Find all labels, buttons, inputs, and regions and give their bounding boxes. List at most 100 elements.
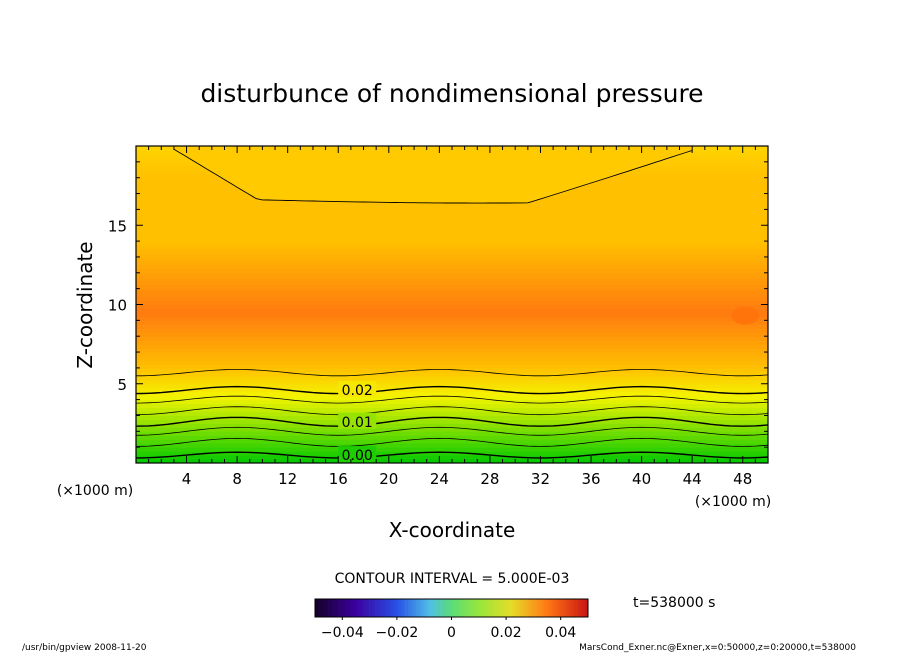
x-tick-label: 44 <box>683 470 702 488</box>
colorbar-strip <box>563 599 567 617</box>
colorbar-ticks: −0.04 −0.02 0 0.02 0.04 <box>321 617 576 641</box>
x-tick-label: 8 <box>232 470 242 488</box>
colorbar-strip <box>342 599 346 617</box>
fill-band <box>136 352 768 357</box>
colorbar-strip <box>533 599 537 617</box>
colorbar-strip <box>424 599 428 617</box>
colorbar-strip <box>517 599 521 617</box>
colorbar-strip <box>579 599 583 617</box>
contour-label: 0.01 <box>342 415 373 431</box>
colorbar-strip <box>459 599 463 617</box>
colorbar-tick-label: 0.02 <box>491 625 522 641</box>
colorbar-strip <box>552 599 556 617</box>
colorbar-strip <box>560 599 564 617</box>
upper-cap-region <box>173 146 693 204</box>
fill-band <box>136 320 768 325</box>
fill-band <box>136 249 768 254</box>
colorbar-strip <box>345 599 349 617</box>
colorbar-strip <box>577 599 581 617</box>
colorbar-strip <box>315 599 319 617</box>
colorbar-strip <box>473 599 477 617</box>
colorbar-strip <box>506 599 510 617</box>
colorbar-strip <box>380 599 384 617</box>
fill-band <box>136 375 768 381</box>
fill-band <box>136 280 768 286</box>
x-tick-label: 36 <box>581 470 600 488</box>
colorbar-strip <box>503 599 507 617</box>
time-label: t=538000 s <box>633 595 715 611</box>
colorbar-strip <box>456 599 460 617</box>
fill-band <box>136 435 768 440</box>
colorbar-strip <box>549 599 553 617</box>
fill-band <box>136 407 768 413</box>
fill-band <box>136 264 768 270</box>
colorbar-tick-label: −0.04 <box>321 625 364 641</box>
colorbar-strip <box>407 599 411 617</box>
colorbar-strip <box>418 599 422 617</box>
fill-band <box>136 304 768 310</box>
contour-lines <box>136 148 768 459</box>
colorbar-strip <box>339 599 343 617</box>
fill-band <box>136 296 768 302</box>
colorbar-strip <box>358 599 362 617</box>
colorbar-strip <box>486 599 491 617</box>
fill-band <box>136 233 768 238</box>
colorbar-strip <box>432 599 436 617</box>
colorbar-tick-label: −0.02 <box>375 625 418 641</box>
fill-band <box>136 427 768 432</box>
fill-band <box>136 399 768 405</box>
fill-band <box>136 201 768 207</box>
colorbar-strip <box>530 599 534 617</box>
colorbar-strip <box>511 599 515 617</box>
colorbar-strip <box>364 599 368 617</box>
fill-band <box>136 411 768 417</box>
contour-line <box>136 451 768 459</box>
fill-band <box>136 423 768 428</box>
colorbar-strip <box>568 599 572 617</box>
colorbar-strip <box>369 599 373 617</box>
fill-band <box>136 431 768 436</box>
fill-band <box>136 205 768 210</box>
colorbar-strip <box>385 599 390 617</box>
fill-band <box>136 312 768 317</box>
colorbar-strip <box>476 599 480 617</box>
fill-band <box>136 316 768 321</box>
fill-band <box>136 371 768 377</box>
fill-band <box>136 359 768 365</box>
x-tick-label: 48 <box>733 470 752 488</box>
fill-band <box>136 367 768 373</box>
colorbar-strip <box>421 599 425 617</box>
x-tick-label: 20 <box>379 470 398 488</box>
fill-band <box>136 276 768 282</box>
colorbar-strip <box>361 599 365 617</box>
colorbar-strip <box>375 599 379 617</box>
colorbar-strip <box>467 599 471 617</box>
colorbar-strip <box>470 599 474 617</box>
colorbar-strip <box>440 599 444 617</box>
colorbar-strip <box>334 599 338 617</box>
contour-label-bg <box>338 381 377 398</box>
colorbar-strip <box>500 599 504 617</box>
colorbar-strip <box>547 599 551 617</box>
colorbar-strip <box>446 599 450 617</box>
fill-band <box>136 284 768 290</box>
x-tick-label: 12 <box>278 470 297 488</box>
colorbar-strip <box>454 599 458 617</box>
x-tick-label: 16 <box>329 470 348 488</box>
colorbar-strip <box>481 599 485 617</box>
colorbar-strip <box>350 599 354 617</box>
fill-band <box>136 451 768 456</box>
fill-band <box>136 336 768 341</box>
colorbar-strip <box>325 599 329 617</box>
colorbar-strip <box>347 599 351 617</box>
colorbar-strip <box>527 599 531 617</box>
colorbar-strip <box>410 599 414 617</box>
contour-line <box>136 385 768 395</box>
colorbar-strip <box>574 599 578 617</box>
fill-band <box>136 324 768 329</box>
colorbar-strip <box>492 599 496 617</box>
colorbar-strip <box>536 599 540 617</box>
colorbar-strip <box>437 599 441 617</box>
colorbar-strip <box>585 599 589 617</box>
